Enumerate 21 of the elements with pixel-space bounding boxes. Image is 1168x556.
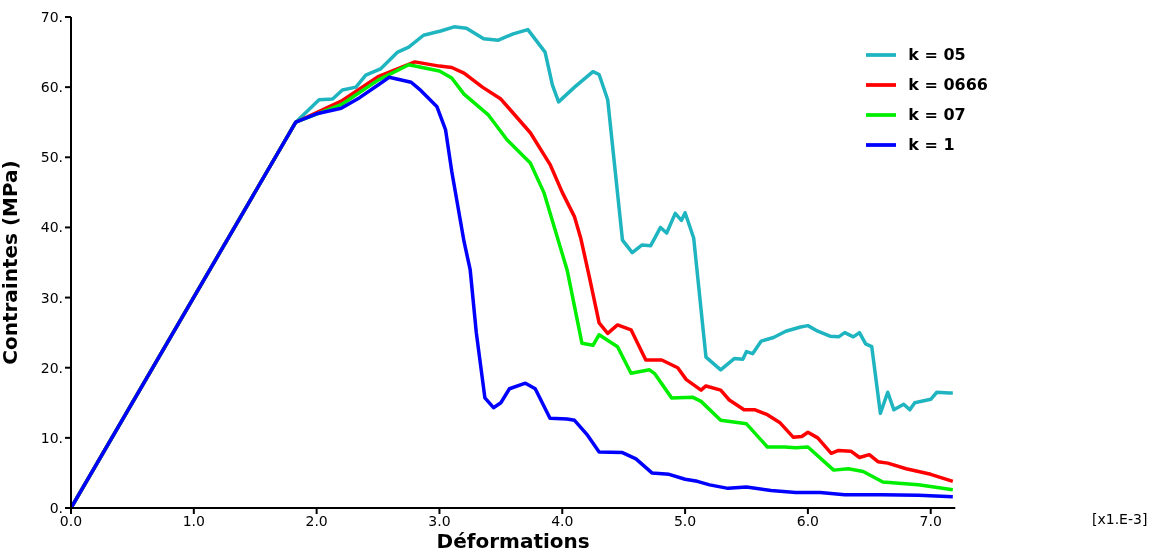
y-axis-title: Contraintes (MPa) (0, 160, 23, 365)
x-tick-label: 5.0 (673, 512, 697, 529)
y-tick-label: 50. (40, 149, 63, 166)
legend-label: k = 07 (908, 104, 966, 124)
x-tick-label: 6.0 (796, 512, 820, 529)
x-tick-label: 3.0 (428, 512, 451, 529)
legend-label: k = 0666 (908, 74, 988, 94)
y-tick-label: 20. (40, 359, 63, 376)
text: [x1.E-3] (1092, 511, 1148, 527)
y-tick-label: 10. (40, 429, 63, 446)
x-tick-label: 4.0 (551, 512, 574, 529)
x-tick-label: 1.0 (182, 512, 205, 529)
y-tick-label: 30. (40, 289, 63, 306)
x-axis-title: Déformations (436, 529, 590, 553)
x-tick-label: 7.0 (919, 512, 942, 529)
y-tick-label: 60. (40, 79, 63, 96)
legend-label: k = 05 (908, 44, 966, 64)
x-tick-label: 2.0 (305, 512, 328, 529)
legend-label: k = 1 (908, 134, 955, 154)
y-tick-label: 40. (40, 219, 63, 236)
y-tick-label: 70. (40, 8, 63, 25)
